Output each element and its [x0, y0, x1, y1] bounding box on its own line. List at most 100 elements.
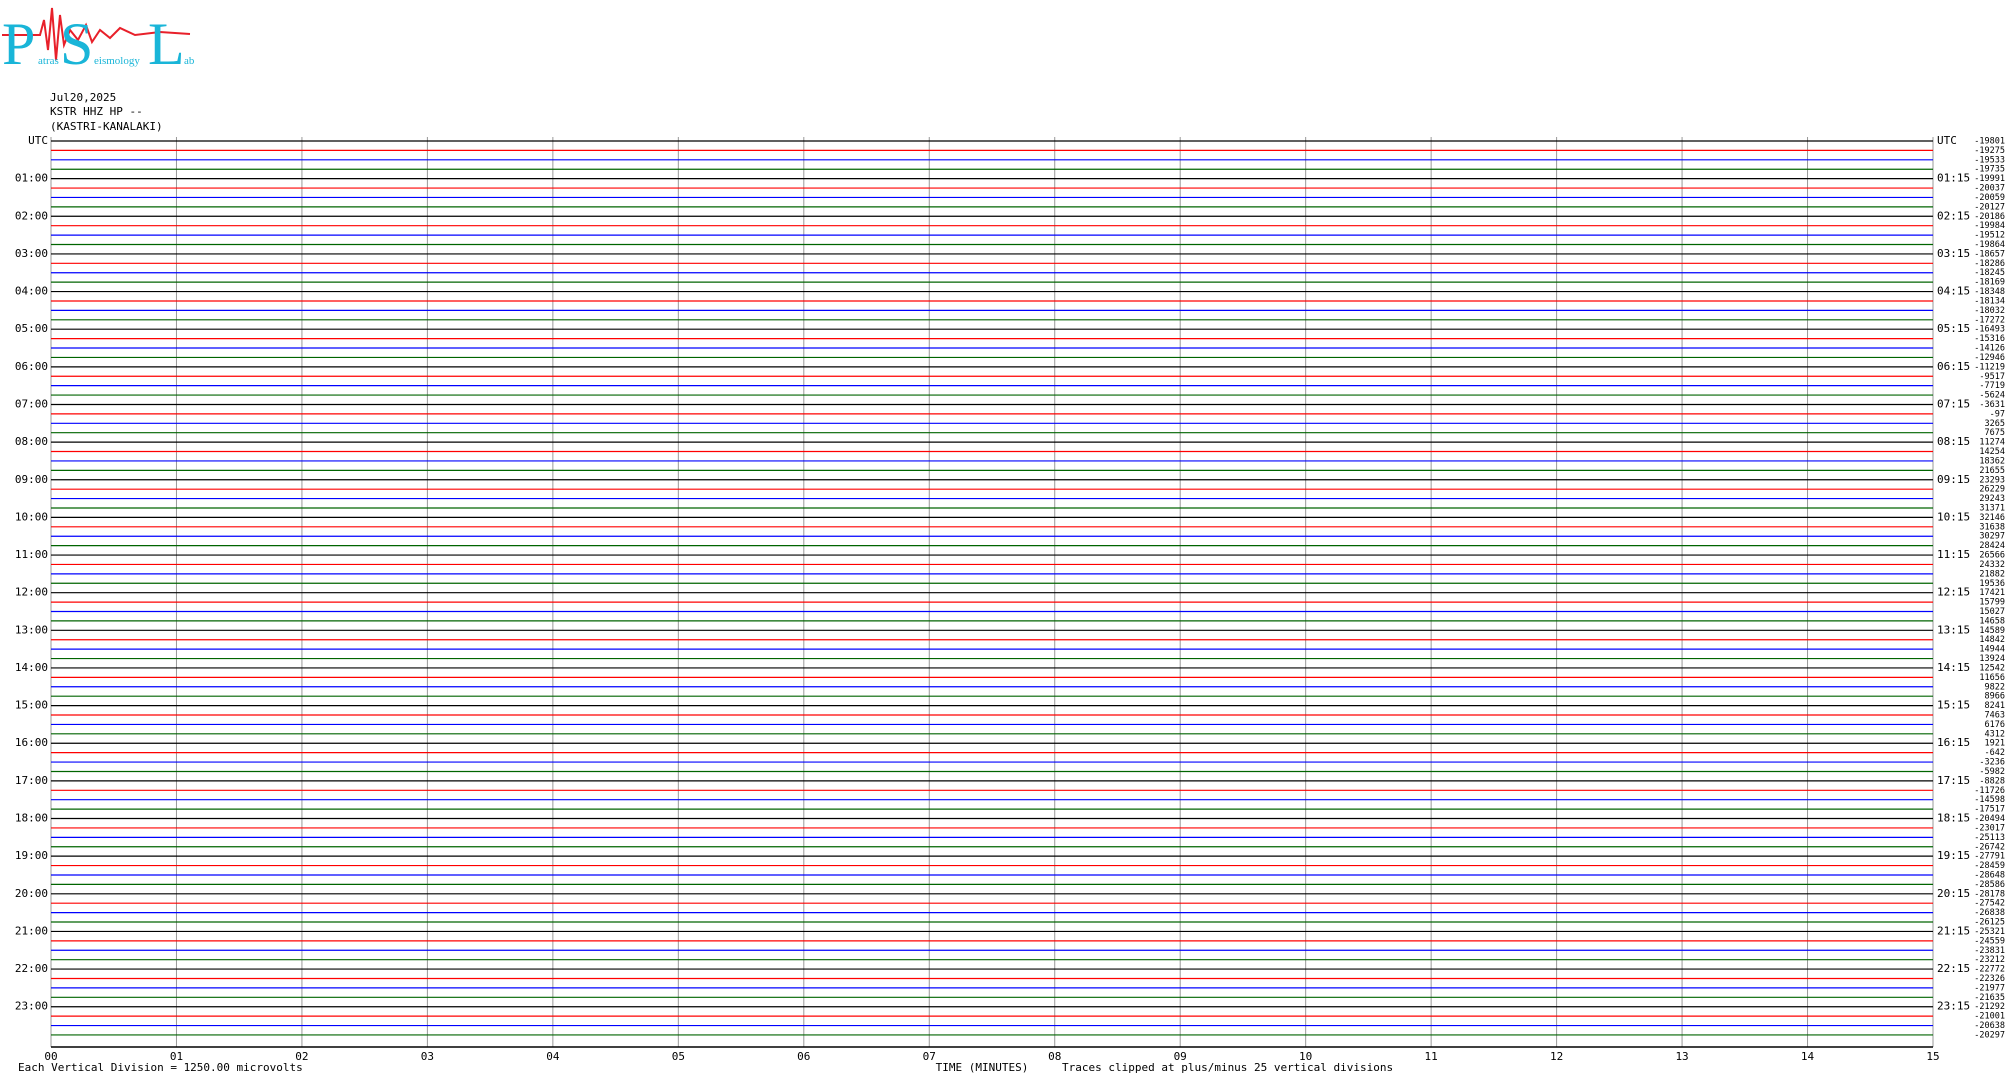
trace-offset: -28586 [1974, 880, 2005, 890]
logo-letter: S [60, 11, 93, 77]
trace-offset: -17272 [1974, 315, 2005, 325]
trace-offset: 15027 [1979, 607, 2005, 617]
trace-offset: 17421 [1979, 588, 2005, 598]
header-line: KSTR HHZ HP -- [50, 105, 143, 118]
trace-offset: 14658 [1979, 616, 2005, 626]
trace-offset: -20638 [1974, 1021, 2005, 1031]
trace-offset: -19991 [1974, 174, 2005, 184]
trace-offset: 31638 [1979, 522, 2005, 532]
trace-offset: 3265 [1985, 419, 2005, 429]
trace-offset: -8828 [1979, 776, 2005, 786]
time-label-left: 18:00 [15, 812, 48, 825]
time-label-right: 06:15 [1937, 360, 1970, 373]
x-tick-label: 09 [1174, 1050, 1187, 1063]
time-label-left: 21:00 [15, 924, 48, 937]
logo-letter: L [148, 11, 185, 77]
trace-offset: -20037 [1974, 184, 2005, 194]
time-label-left: 17:00 [15, 774, 48, 787]
trace-offset: -21635 [1974, 993, 2005, 1003]
trace-offset: -17517 [1974, 805, 2005, 815]
time-label-right: 15:15 [1937, 699, 1970, 712]
trace-offset: 14254 [1979, 447, 2005, 457]
time-label-right: 03:15 [1937, 247, 1970, 260]
trace-offset: -7719 [1979, 381, 2005, 391]
logo-word: eismology [94, 55, 140, 67]
trace-offset: 32146 [1979, 513, 2005, 523]
time-label-left: 02:00 [15, 209, 48, 222]
trace-offset: -9517 [1979, 372, 2005, 382]
trace-offset: -28459 [1974, 861, 2005, 871]
trace-offset: -19984 [1974, 221, 2005, 231]
time-label-right: UTC [1937, 134, 1957, 147]
trace-offset: -21001 [1974, 1012, 2005, 1022]
header-line: Jul20,2025 [50, 91, 116, 104]
trace-offset: -3631 [1979, 400, 2005, 410]
trace-offset: -21292 [1974, 1002, 2005, 1012]
trace-offset: 30297 [1979, 532, 2005, 542]
trace-offset: 19536 [1979, 579, 2005, 589]
time-label-right: 02:15 [1937, 209, 1970, 222]
trace-offset: -23831 [1974, 946, 2005, 956]
time-label-right: 01:15 [1937, 172, 1970, 185]
trace-offset: -23212 [1974, 955, 2005, 965]
trace-offset: -26838 [1974, 908, 2005, 918]
x-tick-label: 05 [672, 1050, 685, 1063]
trace-offset: 7463 [1985, 711, 2005, 721]
time-label-left: 03:00 [15, 247, 48, 260]
trace-offset: -5982 [1979, 767, 2005, 777]
trace-offset: -19864 [1974, 240, 2005, 250]
time-label-left: 06:00 [15, 360, 48, 373]
trace-offset: -25321 [1974, 927, 2005, 937]
trace-offset: 21882 [1979, 569, 2005, 579]
time-label-left: 10:00 [15, 510, 48, 523]
x-axis-title: TIME (MINUTES) [936, 1061, 1029, 1074]
x-tick-label: 00 [44, 1050, 57, 1063]
time-label-right: 12:15 [1937, 586, 1970, 599]
time-label-left: 15:00 [15, 699, 48, 712]
time-label-right: 20:15 [1937, 887, 1970, 900]
trace-offset: -3236 [1979, 758, 2005, 768]
trace-offset: 9822 [1985, 682, 2005, 692]
trace-offset: 23293 [1979, 475, 2005, 485]
trace-offset: -14126 [1974, 344, 2005, 354]
trace-offset: -24559 [1974, 936, 2005, 946]
time-label-left: 20:00 [15, 887, 48, 900]
time-label-left: 12:00 [15, 586, 48, 599]
trace-offset: -22772 [1974, 965, 2005, 975]
x-tick-label: 02 [295, 1050, 308, 1063]
trace-offset: 14842 [1979, 635, 2005, 645]
time-label-left: UTC [28, 134, 48, 147]
time-label-left: 22:00 [15, 962, 48, 975]
trace-offset: 4312 [1985, 729, 2005, 739]
footer-clip: Traces clipped at plus/minus 25 vertical… [1062, 1061, 1393, 1074]
time-label-left: 23:00 [15, 1000, 48, 1013]
time-label-right: 07:15 [1937, 397, 1970, 410]
time-label-right: 18:15 [1937, 812, 1970, 825]
time-label-right: 19:15 [1937, 849, 1970, 862]
trace-offset: 31371 [1979, 503, 2005, 513]
trace-offset: 8241 [1985, 701, 2005, 711]
time-label-left: 09:00 [15, 473, 48, 486]
time-label-left: 05:00 [15, 322, 48, 335]
logo-word: atras [38, 55, 59, 67]
time-label-left: 11:00 [15, 548, 48, 561]
trace-offset: -22326 [1974, 974, 2005, 984]
time-label-right: 09:15 [1937, 473, 1970, 486]
trace-offset: -12946 [1974, 353, 2005, 363]
trace-offset: -20127 [1974, 202, 2005, 212]
time-label-left: 01:00 [15, 172, 48, 185]
time-label-right: 17:15 [1937, 774, 1970, 787]
x-tick-label: 07 [923, 1050, 936, 1063]
x-tick-label: 03 [421, 1050, 434, 1063]
time-label-right: 08:15 [1937, 435, 1970, 448]
time-label-left: 19:00 [15, 849, 48, 862]
time-label-left: 04:00 [15, 285, 48, 298]
trace-offset: 8966 [1985, 692, 2005, 702]
trace-offset: -25113 [1974, 833, 2005, 843]
trace-offset: -18348 [1974, 287, 2005, 297]
trace-offset: 28424 [1979, 541, 2005, 551]
trace-offset: 6176 [1985, 720, 2005, 730]
trace-offset: 15799 [1979, 598, 2005, 608]
x-tick-label: 06 [797, 1050, 810, 1063]
time-label-left: 14:00 [15, 661, 48, 674]
